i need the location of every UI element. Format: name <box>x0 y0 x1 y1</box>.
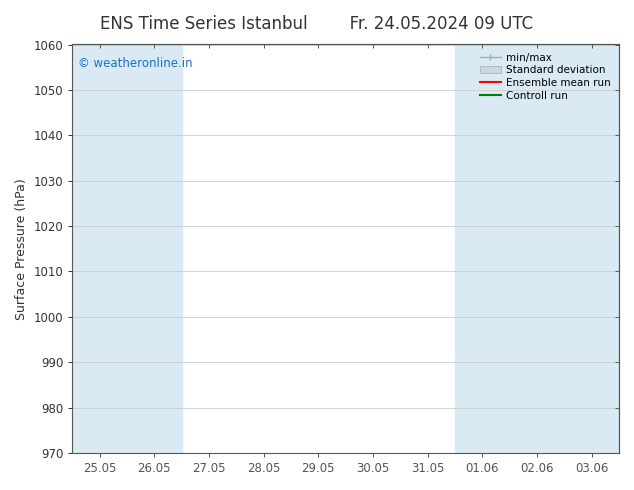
Y-axis label: Surface Pressure (hPa): Surface Pressure (hPa) <box>15 178 28 319</box>
Bar <box>127 45 182 453</box>
Bar <box>564 45 619 453</box>
Bar <box>72 45 127 453</box>
Text: ENS Time Series Istanbul        Fr. 24.05.2024 09 UTC: ENS Time Series Istanbul Fr. 24.05.2024 … <box>100 15 534 33</box>
Bar <box>455 45 564 453</box>
Legend: min/max, Standard deviation, Ensemble mean run, Controll run: min/max, Standard deviation, Ensemble me… <box>477 49 614 104</box>
Text: © weatheronline.in: © weatheronline.in <box>78 57 193 70</box>
